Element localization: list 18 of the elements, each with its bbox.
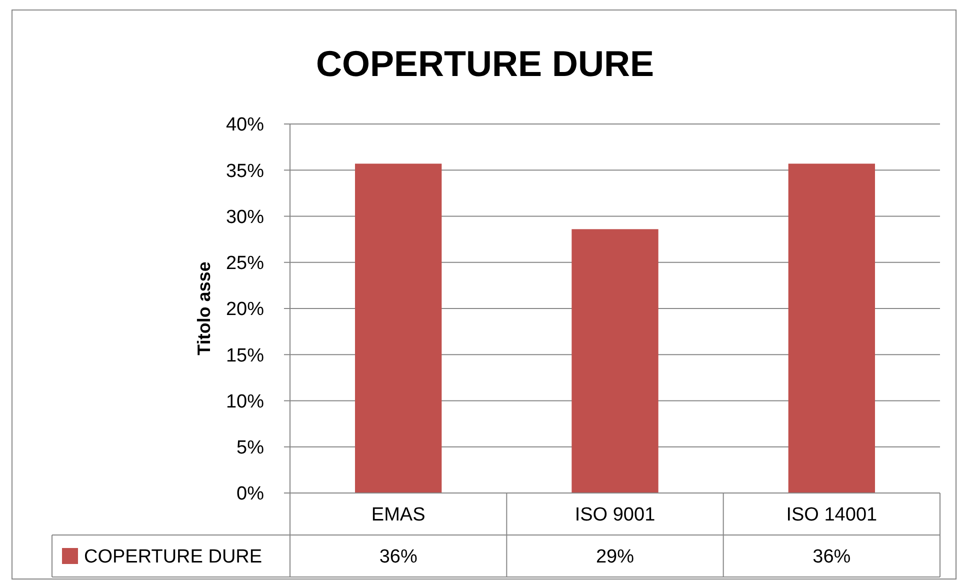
legend-label: COPERTURE DURE	[84, 546, 262, 568]
x-tick-label: ISO 9001	[574, 504, 656, 526]
data-label: 36%	[379, 546, 418, 568]
y-tick-label: 25%	[226, 253, 264, 274]
x-tick-label: EMAS	[371, 504, 426, 526]
y-tick-label: 5%	[236, 438, 264, 459]
y-axis-title: Titolo asse	[194, 262, 214, 356]
chart-title: COPERTURE DURE	[316, 43, 654, 84]
y-tick-label: 30%	[226, 206, 264, 228]
y-tick-label: 20%	[226, 299, 264, 320]
y-tick-label: 10%	[226, 391, 264, 412]
data-label: 29%	[596, 546, 634, 568]
y-tick-label: 0%	[236, 484, 264, 505]
x-tick-label: ISO 14001	[786, 504, 878, 526]
y-tick-label: 15%	[226, 345, 264, 366]
data-label: 36%	[812, 546, 851, 568]
y-tick-label: 40%	[226, 114, 264, 136]
y-tick-label: 35%	[226, 160, 264, 182]
